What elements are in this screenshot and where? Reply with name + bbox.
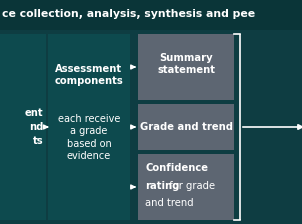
Bar (138, 104, 234, 150)
Text: ce collection, analysis, synthesis and pee: ce collection, analysis, synthesis and p… (2, 9, 255, 19)
Text: nd: nd (29, 122, 43, 132)
Text: rating: rating (145, 181, 179, 191)
Bar (138, 154, 234, 220)
Bar (138, 34, 234, 100)
Text: Grade and trend: Grade and trend (140, 122, 233, 132)
Bar (0, 34, 46, 220)
Bar (0, 0, 302, 30)
Text: and trend: and trend (145, 198, 194, 208)
Text: Summary
statement: Summary statement (157, 53, 215, 75)
Text: ent: ent (24, 108, 43, 118)
Text: Confidence: Confidence (145, 164, 208, 174)
Text: each receive
a grade
based on
evidence: each receive a grade based on evidence (58, 114, 120, 161)
Text: for grade: for grade (165, 181, 215, 191)
Bar (48, 34, 130, 220)
Text: ts: ts (32, 136, 43, 146)
Text: Assessment
components: Assessment components (55, 64, 124, 86)
